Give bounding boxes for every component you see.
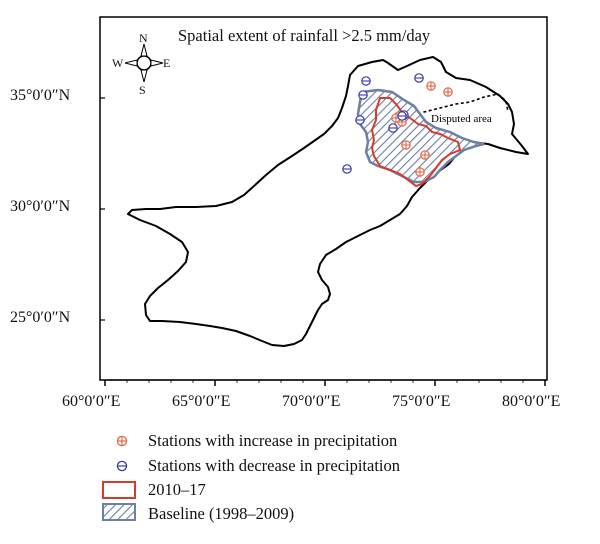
compass-east-label: E [163,56,171,70]
station-decrease-marker [355,115,365,125]
baseline-region [356,88,485,184]
lon-label-70: 70°0′0″E [282,393,341,410]
legend-baseline-swatch [102,503,136,521]
station-increase-marker [443,87,453,97]
compass-rose-icon [124,43,164,83]
compass-west-label: W [112,56,124,70]
station-decrease-marker [358,90,368,100]
stations-increase-group [391,81,453,177]
station-increase-marker [420,150,430,160]
map-title: Spatial extent of rainfall >2.5 mm/day [178,26,431,45]
lat-label-30: 30°0′0″N [10,198,71,215]
station-decrease-marker [388,123,398,133]
disputed-area-label: Disputed area [431,113,492,125]
stations-decrease-group [342,73,424,174]
lon-label-65: 65°0′0″E [172,393,231,410]
lat-label-25: 25°0′0″N [10,309,71,326]
legend-decrease-label: Stations with decrease in precipitation [148,456,401,475]
station-increase-marker [426,81,436,91]
lon-label-60: 60°0′0″E [62,393,121,410]
lat-label-35: 35°0′0″N [10,87,71,104]
legend-decrease-icon [116,460,128,472]
station-decrease-marker [397,111,407,121]
compass-north-label: N [139,31,148,45]
legend-increase-icon [116,435,128,447]
legend-recent-swatch [102,481,136,499]
lon-label-75: 75°0′0″E [392,393,451,410]
station-decrease-marker [361,76,371,86]
station-increase-marker [401,140,411,150]
station-decrease-marker [414,73,424,83]
station-increase-marker [415,167,425,177]
recent-region-outline [370,97,462,188]
longitude-minor-ticks [104,380,546,383]
legend-baseline-label: Baseline (1998–2009) [148,504,295,523]
compass-south-label: S [139,83,146,97]
latitude-ticks [100,97,105,321]
lon-label-80: 80°0′0″E [502,393,561,410]
station-decrease-marker [342,164,352,174]
legend-recent-label: 2010–17 [148,480,206,499]
legend-increase-label: Stations with increase in precipitation [148,431,398,450]
